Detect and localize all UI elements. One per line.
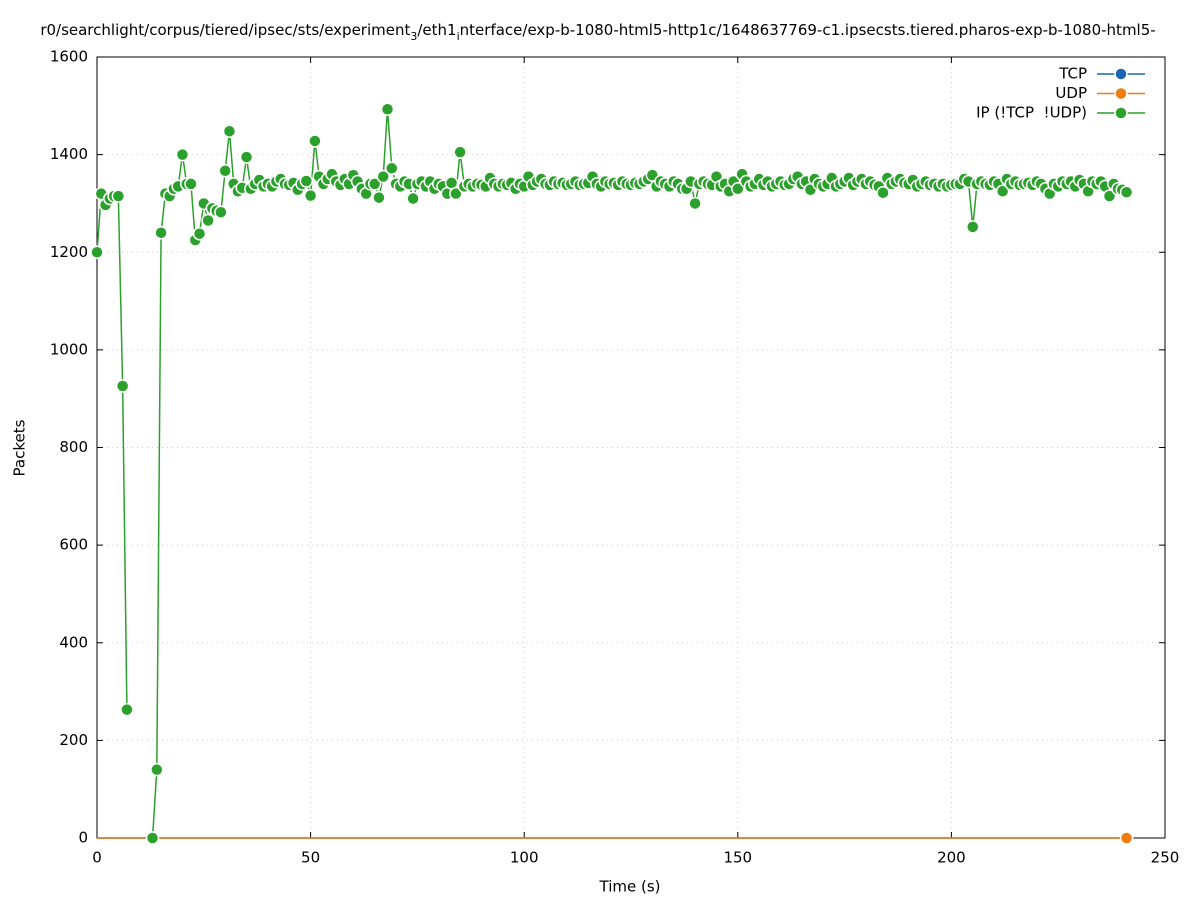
data-point <box>876 185 890 200</box>
data-point <box>154 225 168 240</box>
data-point <box>111 189 126 203</box>
y-tick-label: 200 <box>59 731 88 749</box>
legend-label: IP (!TCP !UDP) <box>976 104 1087 122</box>
data-point <box>688 196 702 211</box>
y-tick-label: 800 <box>59 438 88 456</box>
data-point <box>192 226 207 241</box>
data-point <box>222 124 237 138</box>
legend-swatch-point <box>1114 106 1128 120</box>
data-point <box>145 831 160 845</box>
legend-swatch-point <box>1114 86 1128 101</box>
data-point <box>175 147 190 162</box>
y-axis-label: Packets <box>11 419 29 476</box>
x-tick-label: 0 <box>92 849 102 867</box>
data-point <box>239 150 254 164</box>
data-point <box>1102 189 1117 203</box>
data-point <box>150 762 164 777</box>
data-point <box>308 134 322 148</box>
data-point <box>966 220 980 234</box>
y-tick-label: 1200 <box>50 243 88 261</box>
legend-label: UDP <box>1055 84 1087 102</box>
data-point <box>214 205 228 219</box>
data-point <box>380 102 395 116</box>
title-segment: 3 <box>410 30 417 43</box>
data-point <box>201 213 215 228</box>
data-point <box>299 174 314 188</box>
title-segment: i <box>457 30 460 43</box>
data-point <box>90 245 104 259</box>
data-point <box>453 145 467 159</box>
x-axis-label: Time (s) <box>599 878 661 896</box>
data-point <box>303 188 318 203</box>
data-point <box>1119 831 1134 845</box>
y-tick-label: 1400 <box>50 145 88 163</box>
data-point <box>406 191 420 206</box>
data-point <box>184 177 198 191</box>
data-point <box>385 161 399 176</box>
data-point <box>731 182 745 196</box>
x-tick-label: 50 <box>301 849 320 867</box>
data-point <box>367 177 382 191</box>
data-point <box>218 163 232 178</box>
legend-swatch-point <box>1114 67 1128 81</box>
data-point <box>995 184 1010 198</box>
series-line <box>96 109 1127 839</box>
x-tick-label: 250 <box>1151 849 1180 867</box>
data-point <box>120 702 134 717</box>
data-point <box>1119 185 1134 199</box>
data-point <box>449 186 463 201</box>
data-point <box>372 190 386 205</box>
x-tick-label: 200 <box>937 849 966 867</box>
y-tick-label: 600 <box>59 536 88 554</box>
chart-title: r0/searchlight/corpus/tiered/ipsec/sts/e… <box>40 21 1155 43</box>
y-tick-label: 1600 <box>50 48 88 66</box>
legend-label: TCP <box>1058 65 1087 83</box>
x-tick-label: 150 <box>723 849 752 867</box>
y-tick-label: 400 <box>59 633 88 651</box>
data-point <box>376 169 390 184</box>
title-segment: /eth1 <box>417 21 456 39</box>
title-segment: nterface/exp-b-1080-html5-http1c/1648637… <box>460 21 1156 39</box>
y-tick-label: 1000 <box>50 340 88 358</box>
y-tick-label: 0 <box>78 829 88 847</box>
title-segment: r0/searchlight/corpus/tiered/ipsec/sts/e… <box>40 21 410 39</box>
data-point <box>115 379 130 393</box>
x-tick-label: 100 <box>510 849 539 867</box>
